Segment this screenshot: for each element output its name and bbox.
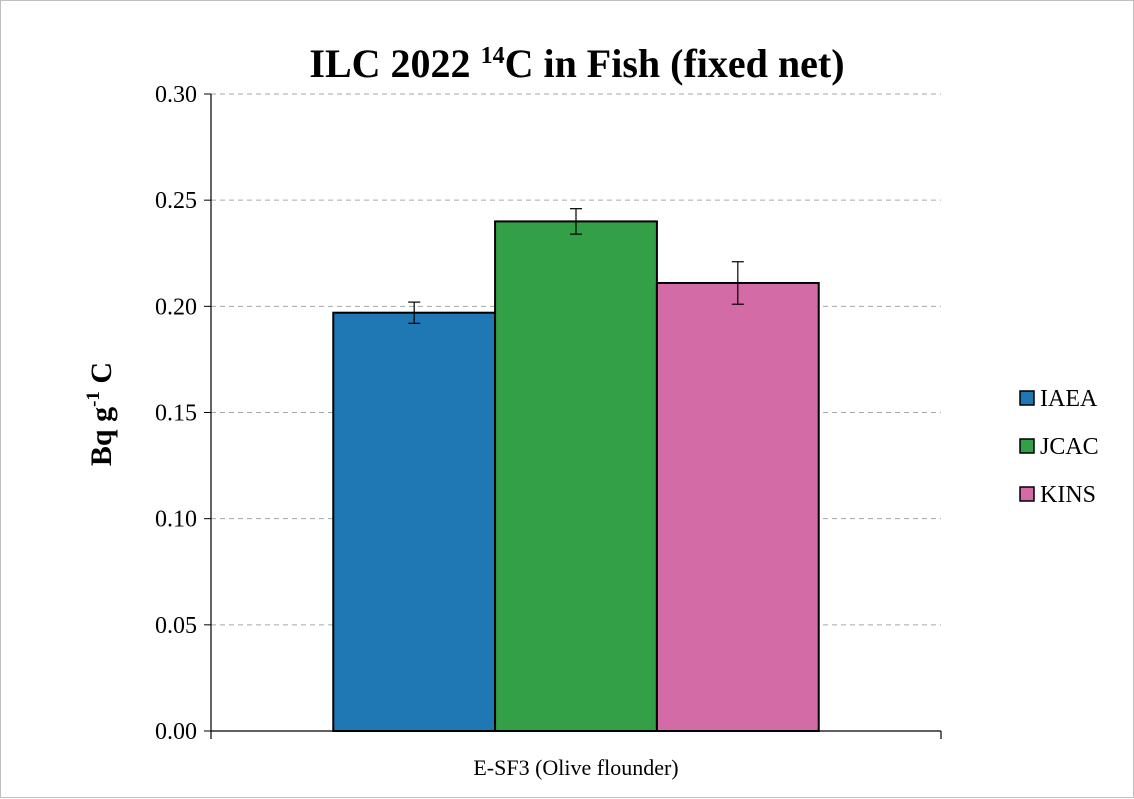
y-axis-label: Bq g-1 C [83,362,118,466]
y-axis-label-superscript: -1 [83,391,104,407]
legend-label-iaea: IAEA [1040,386,1098,412]
bar-iaea [332,311,497,732]
legend-swatch-jcac [1019,438,1035,454]
chart-title: ILC 2022 14C in Fish (fixed net) [309,41,844,86]
legend-label-kins: KINS [1040,482,1096,508]
y-tick-label: 0.25 [155,188,197,214]
chart-title-superscript: 14 [481,43,505,69]
y-tick-labels: 0.00 0.05 0.10 0.15 0.20 0.25 0.30 [155,82,197,745]
axes [204,93,942,739]
y-tick-label: 0.05 [155,613,197,639]
chart-title-prefix: ILC 2022 [309,41,480,86]
y-axis-label-prefix: Bq g [85,407,118,466]
x-category-labels: E-SF3 (Olive flounder) [473,755,678,780]
legend-swatch-iaea [1019,390,1035,406]
y-tick-label: 0.00 [155,719,197,745]
bars [332,220,820,732]
legend: IAEA JCAC KINS [1019,386,1099,508]
bar-kins [655,281,820,732]
y-tick-label: 0.10 [155,507,197,533]
chart-title-suffix: C in Fish (fixed net) [505,41,845,86]
bar-jcac [494,220,658,732]
x-category-label: E-SF3 (Olive flounder) [473,755,678,780]
y-tick-label: 0.15 [155,401,197,427]
y-tick-label: 0.30 [155,82,197,108]
y-tick-label: 0.20 [155,294,197,320]
legend-swatch-kins [1019,486,1035,502]
error-bars [408,208,744,324]
legend-label-jcac: JCAC [1040,434,1099,460]
y-axis-label-suffix: C [85,362,118,391]
